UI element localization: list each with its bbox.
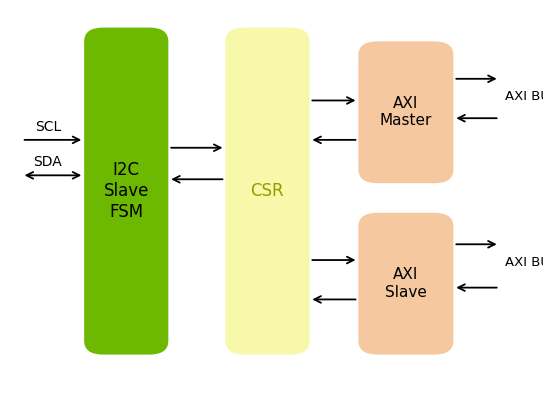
FancyBboxPatch shape bbox=[358, 41, 453, 183]
Text: CSR: CSR bbox=[251, 182, 284, 200]
Text: SDA: SDA bbox=[34, 155, 62, 169]
Text: AXI
Master: AXI Master bbox=[380, 96, 432, 128]
FancyBboxPatch shape bbox=[225, 28, 310, 355]
Text: AXI BUS: AXI BUS bbox=[505, 90, 543, 103]
Text: AXI BUS: AXI BUS bbox=[505, 256, 543, 268]
Text: I2C
Slave
FSM: I2C Slave FSM bbox=[104, 161, 149, 221]
FancyBboxPatch shape bbox=[358, 213, 453, 355]
Text: SCL: SCL bbox=[35, 120, 61, 134]
Text: AXI
Slave: AXI Slave bbox=[385, 268, 427, 300]
FancyBboxPatch shape bbox=[84, 28, 168, 355]
